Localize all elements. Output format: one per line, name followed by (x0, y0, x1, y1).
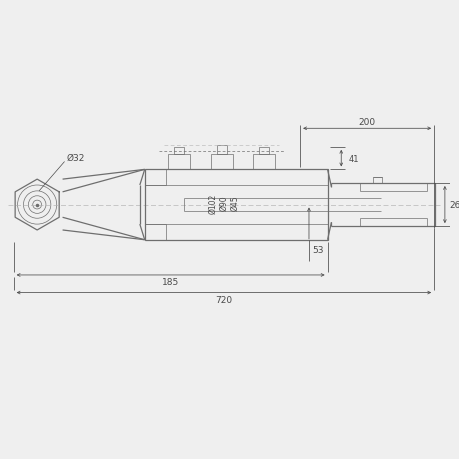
Bar (211, 154, 232, 170)
Text: 26: 26 (449, 201, 459, 210)
Text: Ø102: Ø102 (208, 193, 217, 213)
Text: 200: 200 (358, 118, 375, 127)
Text: 41: 41 (348, 154, 359, 163)
Text: Ø32: Ø32 (67, 153, 84, 162)
Bar (145, 170, 327, 240)
Bar (372, 178, 381, 184)
Bar (217, 146, 226, 154)
Bar (253, 154, 274, 170)
Text: Ø45: Ø45 (230, 196, 239, 211)
Bar (258, 147, 269, 154)
Bar (168, 154, 189, 170)
Text: 720: 720 (215, 295, 232, 304)
Text: Ø90: Ø90 (219, 196, 228, 211)
Bar (174, 147, 184, 154)
Text: 185: 185 (162, 278, 179, 287)
Text: 53: 53 (311, 246, 323, 254)
